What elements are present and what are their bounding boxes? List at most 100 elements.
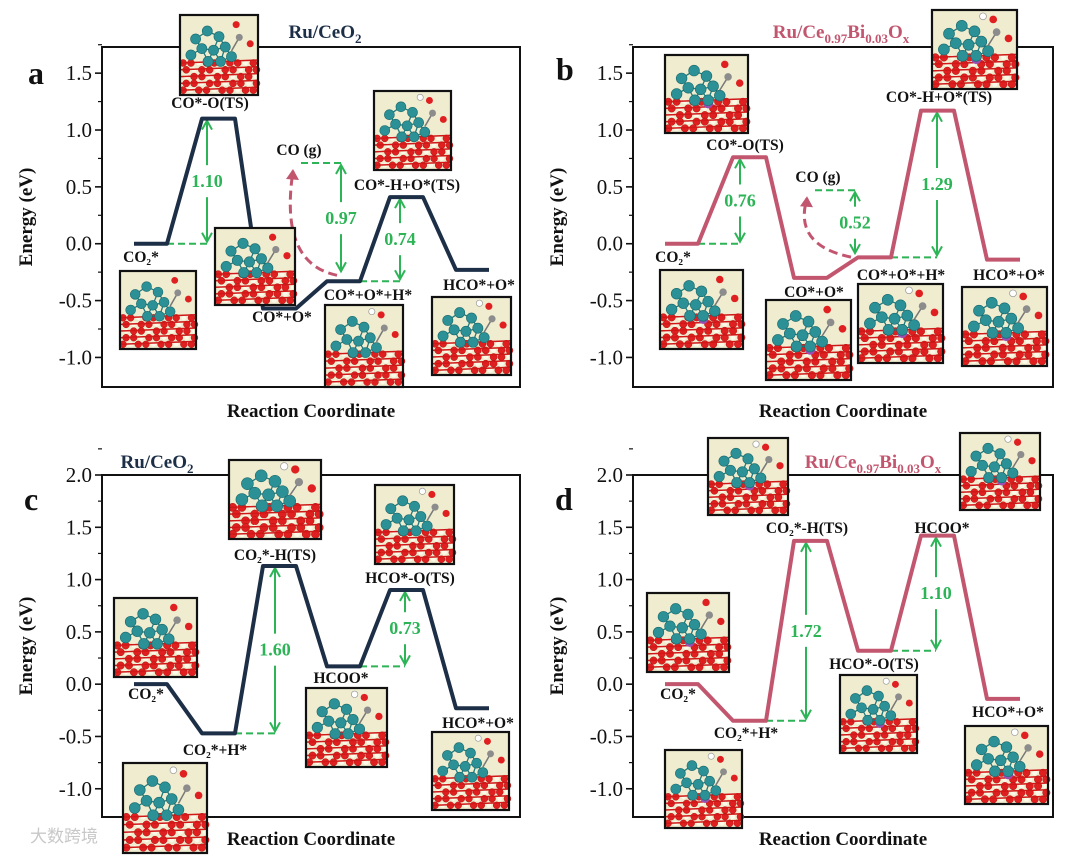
cerium-atom (722, 801, 728, 806)
ruthenium-atom (340, 703, 353, 715)
ruthenium-atom (119, 631, 132, 644)
barrier-value: 1.60 (259, 640, 291, 660)
slab-bond (431, 359, 512, 365)
oxygen-atom (442, 509, 450, 517)
oxygen-atom (202, 86, 211, 94)
ruthenium-atom (700, 70, 713, 82)
ruthenium-atom (731, 477, 743, 489)
ruthenium-atom (879, 700, 890, 712)
y-tick-label: 0.5 (66, 175, 92, 199)
hydrogen-atom (1009, 289, 1017, 298)
slab-bond (765, 364, 852, 370)
cerium-atom (718, 341, 724, 347)
oxygen-atom (332, 751, 341, 760)
cerium-atom (992, 81, 998, 87)
slab-atoms (431, 339, 514, 375)
oxygen-atom (802, 357, 811, 366)
slab-bond (707, 493, 789, 499)
ruthenium-atom (347, 347, 359, 358)
ruthenium-atom (328, 698, 340, 710)
ruthenium-atom (724, 464, 736, 476)
oxygen-atom (698, 806, 706, 814)
oxygen-atom (717, 617, 725, 626)
oxygen-atom (307, 484, 316, 493)
slab-bond (959, 495, 1041, 500)
ruthenium-atom (323, 715, 335, 727)
y-tick-label: 0.5 (597, 175, 623, 199)
oxygen-atom (149, 654, 158, 663)
ruthenium-atom (684, 310, 696, 322)
title-subscript: 0.03 (897, 461, 920, 476)
ruthenium-atom (692, 779, 704, 790)
oxygen-atom (150, 820, 159, 829)
cerium-atom (926, 328, 932, 334)
ruthenium-atom (147, 809, 159, 821)
arrow-up-icon (399, 589, 411, 602)
oxygen-atom (428, 490, 436, 499)
panel-c: -1.0 -0.5 0.0 0.5 1.0 1.5 2.0 Energy (eV) Reacti… (16, 448, 521, 855)
cerium-atom (499, 361, 504, 367)
ruthenium-atom (163, 633, 175, 645)
ruthenium-atom (965, 465, 977, 477)
structure-image-6 (430, 730, 512, 812)
x-axis-label: Reaction Coordinate (227, 829, 395, 850)
ruthenium-atom (809, 326, 822, 338)
title-subscript: x (903, 31, 910, 46)
oxygen-atom (407, 148, 415, 156)
panel-letter: b (556, 51, 574, 87)
ru-cluster (665, 280, 721, 322)
slab-bond (113, 668, 198, 674)
hydrogen-atom (474, 734, 482, 742)
slab-bond (179, 66, 259, 71)
structure-frame (430, 295, 513, 377)
oxygen-atom (886, 347, 895, 356)
cerium-atom (182, 845, 188, 851)
slab-bond (374, 542, 455, 547)
ruthenium-atom (681, 777, 692, 789)
oxygen-atom (347, 378, 356, 386)
oxygen-atom (159, 835, 168, 844)
slab-bond (431, 801, 510, 807)
structure-frame (121, 761, 209, 855)
oxygen-atom (689, 124, 698, 133)
structure-image-1 (645, 591, 732, 674)
cerium-atom (905, 739, 911, 744)
cerium-atom (303, 504, 310, 511)
ru-cluster (437, 307, 490, 348)
slab-bond (374, 548, 455, 554)
slab-bond (961, 344, 1048, 349)
arrow-up-icon (849, 190, 861, 202)
ruthenium-atom (702, 94, 714, 106)
cerium-atom (1022, 358, 1028, 364)
ruthenium-atom (137, 608, 149, 620)
cerium-atom (730, 335, 736, 341)
oxygen-atom (1034, 311, 1043, 320)
oxygen-atom (700, 117, 709, 126)
ruthenium-atom (364, 332, 376, 344)
cerium-atom (685, 119, 691, 125)
state-label: CO₂* (123, 249, 159, 266)
ruthenium-atom (968, 320, 980, 333)
oxygen-atom (152, 327, 161, 335)
ruthenium-atom (448, 759, 459, 771)
y-tick-label: 0.0 (66, 672, 92, 696)
slab-bond (931, 73, 1018, 79)
oxygen-atom (742, 493, 751, 502)
slab-bond (664, 819, 743, 825)
y-tick-label: -0.5 (59, 724, 92, 748)
panel-title: Ru/Ce0.97Bi0.03Ox (805, 452, 942, 476)
oxygen-atom (142, 340, 150, 348)
cerium-atom (271, 297, 277, 303)
oxygen-atom (241, 276, 250, 285)
carbon-atom (272, 245, 280, 254)
y-tick-label: 1.5 (597, 515, 623, 539)
oxygen-atom (358, 371, 367, 379)
ruthenium-atom (783, 327, 796, 340)
y-tick-label: 1.5 (66, 61, 92, 85)
y-tick-label: 1.0 (66, 568, 92, 592)
structure-frame (645, 591, 731, 674)
oxygen-atom (1004, 34, 1013, 43)
oxygen-atom (903, 340, 912, 349)
structure-frame (213, 226, 297, 307)
ruthenium-atom (219, 41, 231, 53)
